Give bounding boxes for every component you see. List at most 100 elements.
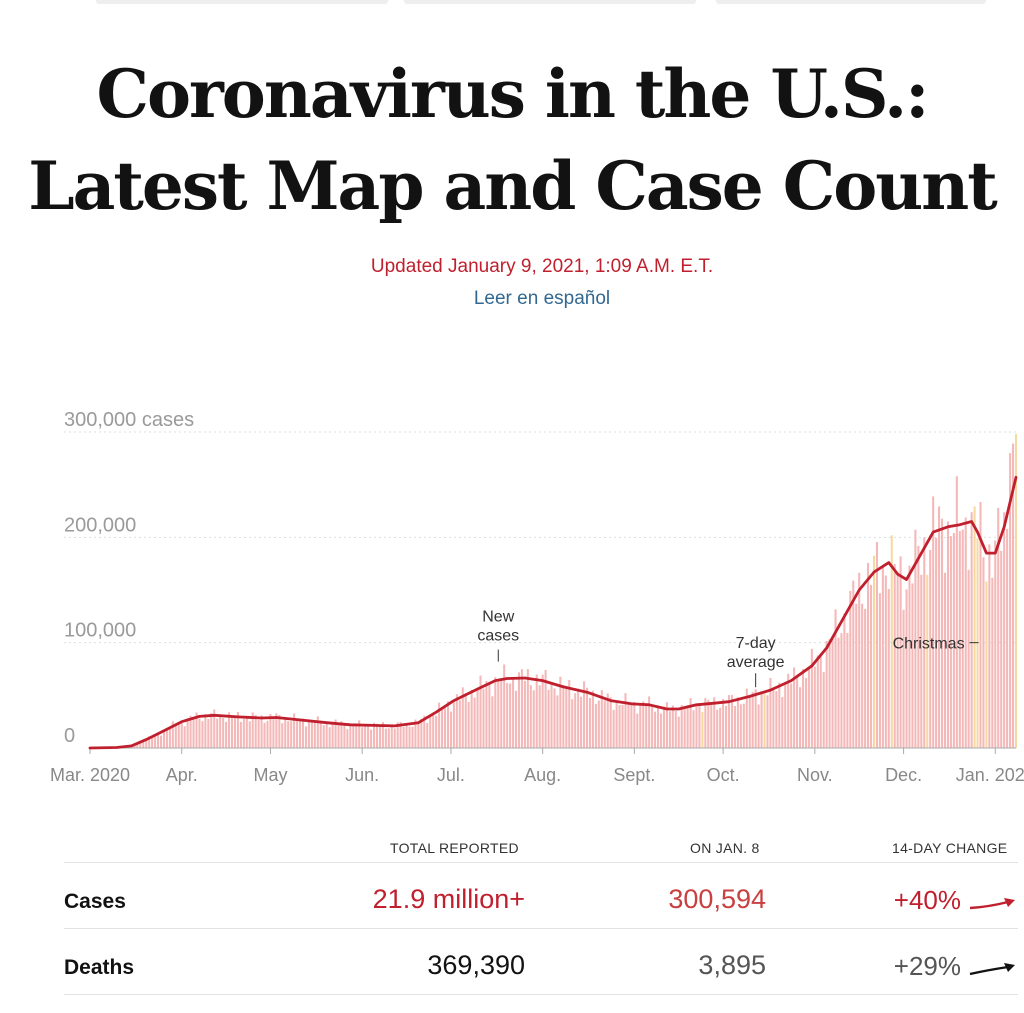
case-bar <box>618 705 621 748</box>
case-bar <box>458 700 461 748</box>
annotation-7-day-average: 7-day <box>736 635 776 652</box>
cases-total: 21.9 million+ <box>372 884 525 914</box>
case-bar <box>296 719 299 748</box>
case-bar <box>621 704 624 748</box>
case-bar <box>654 711 657 748</box>
case-bar <box>325 721 328 748</box>
case-bar <box>316 716 319 748</box>
case-bar <box>239 721 242 748</box>
case-bar <box>491 696 494 748</box>
case-bar <box>813 666 816 748</box>
case-bar <box>807 667 810 748</box>
annotation-new-cases: New <box>482 609 514 626</box>
case-bar <box>917 545 920 748</box>
case-bar <box>139 741 142 748</box>
case-bar <box>896 572 899 748</box>
case-bar <box>473 697 476 748</box>
case-bar <box>908 565 911 748</box>
x-tick-label: Mar. 2020 <box>50 765 130 785</box>
case-bar <box>754 689 757 748</box>
case-bar <box>310 719 313 748</box>
case-bar <box>816 655 819 748</box>
case-bar <box>257 719 260 748</box>
case-bar <box>506 683 509 748</box>
case-bar <box>929 549 932 748</box>
case-bar <box>642 701 645 748</box>
case-bar <box>822 672 825 748</box>
case-bar <box>405 722 408 748</box>
case-bar <box>236 711 239 748</box>
nav-tab-3[interactable] <box>716 0 986 4</box>
case-bar <box>946 521 949 748</box>
case-bar <box>985 581 988 748</box>
case-bar <box>476 690 479 748</box>
case-bar <box>763 692 766 748</box>
case-bar <box>701 711 704 748</box>
case-bar <box>165 729 168 748</box>
case-bar <box>941 518 944 748</box>
case-bar <box>396 722 399 748</box>
chart-gridlines <box>64 431 1016 644</box>
case-bar <box>136 744 139 748</box>
case-bar <box>263 722 266 748</box>
case-bar <box>228 712 231 748</box>
case-bar <box>727 695 731 748</box>
case-bar <box>349 723 352 748</box>
deaths-14-day-change: +29% <box>893 951 961 981</box>
case-bar <box>890 535 893 748</box>
case-bar <box>849 590 852 748</box>
case-bar <box>535 674 538 748</box>
case-bar <box>846 632 849 748</box>
case-bar <box>719 707 722 748</box>
case-bar <box>778 682 781 748</box>
case-bar <box>704 698 707 748</box>
case-bar <box>923 537 926 748</box>
case-bar <box>550 682 553 748</box>
case-bar <box>378 725 381 748</box>
case-bar <box>651 706 654 748</box>
case-bar <box>393 728 396 748</box>
case-bar <box>698 705 701 748</box>
case-bar <box>1012 443 1015 748</box>
case-bar <box>248 721 251 748</box>
case-bar <box>307 720 310 748</box>
case-bar <box>390 724 393 748</box>
header-on-date: ON JAN. 8 <box>690 840 760 856</box>
average-line-path <box>88 475 1018 750</box>
case-bar <box>825 640 828 748</box>
case-bar <box>426 723 429 748</box>
case-bar <box>938 506 941 748</box>
case-bar <box>955 476 958 748</box>
nav-tab-1[interactable] <box>96 0 388 4</box>
case-bar <box>162 730 165 748</box>
case-bar <box>926 574 929 748</box>
case-bar <box>559 676 562 748</box>
case-bar <box>692 710 695 748</box>
deaths-trend-arrow-icon <box>969 963 1015 976</box>
case-bar <box>213 709 216 748</box>
case-bar <box>148 736 151 748</box>
spanish-version-link[interactable]: Leer en español <box>473 288 611 309</box>
case-bar <box>609 697 612 748</box>
case-bar <box>429 716 432 748</box>
case-bar <box>751 691 754 748</box>
case-bar <box>689 698 692 748</box>
case-bar <box>222 718 225 748</box>
case-bar <box>837 637 840 748</box>
case-bar <box>979 501 982 748</box>
case-bar <box>585 687 589 748</box>
case-bar <box>588 697 592 748</box>
case-bar <box>485 680 488 748</box>
table-divider <box>64 862 1018 863</box>
case-bar <box>547 689 550 748</box>
x-tick-label: Oct. <box>707 765 740 785</box>
case-bar <box>772 687 775 748</box>
cases-14-day-change: +40% <box>893 885 961 915</box>
case-bar <box>577 688 580 748</box>
nav-tab-2[interactable] <box>404 0 696 4</box>
case-bar <box>151 736 154 748</box>
case-bar <box>142 741 145 748</box>
case-bar <box>281 723 284 748</box>
case-bar <box>639 703 642 748</box>
case-bar <box>636 713 639 748</box>
